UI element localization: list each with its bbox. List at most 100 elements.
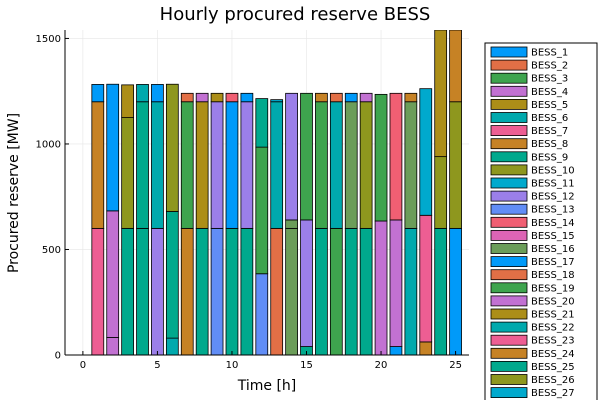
bar-segment (225, 101, 239, 229)
legend-label: BESS_25 (531, 362, 575, 373)
y-axis-label: Procured reserve [MW] (6, 113, 22, 273)
bar-segment (270, 227, 284, 355)
legend-swatch (490, 243, 528, 254)
legend-swatch (490, 282, 528, 294)
legend-label: BESS_22 (531, 323, 575, 334)
bar-segment (389, 92, 403, 221)
legend-swatch (490, 99, 528, 110)
bar-segment (404, 92, 418, 103)
legend-swatch (490, 334, 528, 346)
legend-label: BESS_8 (531, 139, 568, 150)
bar-segment (344, 101, 358, 229)
legend-label: BESS_19 (531, 283, 575, 294)
bars (91, 30, 462, 355)
legend-label: BESS_6 (531, 113, 568, 124)
legend-label: BESS_2 (531, 61, 568, 72)
legend-swatch (490, 151, 528, 163)
bar-segment (300, 219, 313, 347)
bar-segment (449, 101, 462, 229)
legend-swatch (490, 308, 528, 320)
legend-swatch (490, 164, 528, 176)
bar-segment (136, 101, 149, 229)
bar-segment (136, 227, 149, 355)
legend-label: BESS_9 (531, 152, 568, 163)
bar-segment (225, 227, 239, 355)
bar-segment (449, 30, 462, 103)
legend-label: BESS_10 (531, 165, 575, 176)
bar-segment (315, 101, 328, 229)
bar-segment (121, 117, 134, 229)
y-tick-label: 0 (55, 351, 61, 362)
bar-segment (106, 83, 120, 212)
legend-swatch (490, 387, 528, 399)
bar-segment (374, 220, 388, 355)
bar-segment (419, 88, 433, 216)
legend-label: BESS_18 (531, 270, 575, 281)
x-tick-label: 15 (300, 360, 313, 371)
bar-segment (404, 227, 418, 355)
legend-swatch (490, 256, 528, 268)
x-tick-label: 25 (449, 360, 462, 371)
legend-swatch (490, 360, 528, 372)
legend-swatch (490, 190, 528, 202)
bar-segment (210, 92, 224, 103)
legend-swatch (490, 46, 528, 58)
legend-swatch (490, 374, 528, 385)
bar-segment (255, 146, 269, 275)
bar-segment (91, 227, 105, 355)
bar-segment (165, 211, 179, 339)
bar-segment (106, 210, 120, 338)
y-ticks: 0 500 1000 1500 (36, 34, 69, 362)
bar-segment (270, 99, 284, 103)
bar-segment (240, 101, 254, 229)
bar-segment (151, 101, 164, 229)
bar-segment (344, 227, 358, 355)
legend-label: BESS_14 (531, 218, 575, 229)
legend: BESS_1 BESS_2 BESS_3 BESS_4 BESS_5 BESS_6 BESS… (484, 42, 598, 400)
legend-swatch (490, 203, 528, 215)
bar-segment (255, 273, 269, 355)
legend-items: BESS_1 BESS_2 BESS_3 BESS_4 BESS_5 BESS_6 BESS… (490, 46, 575, 399)
bar-segment (315, 227, 328, 355)
legend-label: BESS_7 (531, 126, 568, 137)
bar-segment (434, 227, 448, 355)
legend-swatch (490, 347, 528, 359)
bar-segment (270, 101, 284, 229)
bar-segment (315, 92, 328, 103)
bar-segment (165, 83, 179, 212)
bar-segment (91, 101, 105, 229)
legend-label: BESS_16 (531, 244, 575, 255)
plot-area: 0 5 10 15 20 25 0 500 1000 1500 (36, 30, 469, 371)
legend-label: BESS_5 (531, 100, 568, 111)
legend-label: BESS_23 (531, 336, 575, 347)
legend-swatch (490, 269, 528, 281)
bar-segment (300, 92, 313, 221)
bar-segment (195, 101, 209, 229)
legend-label: BESS_26 (531, 375, 575, 386)
bar-segment (240, 92, 254, 103)
bar-segment (210, 227, 224, 355)
legend-swatch (490, 59, 528, 71)
x-tick-label: 5 (154, 360, 160, 371)
legend-swatch (490, 229, 528, 241)
y-tick-label: 500 (42, 245, 61, 256)
x-axis-label: Time [h] (237, 378, 297, 394)
bar-segment (359, 92, 373, 103)
bar-segment (344, 92, 358, 103)
bar-segment (359, 101, 373, 229)
legend-label: BESS_17 (531, 257, 575, 268)
bar-segment (419, 341, 433, 355)
legend-swatch (490, 321, 528, 333)
x-ticks: 0 5 10 15 20 25 (80, 351, 462, 371)
bar-segment (240, 227, 254, 355)
legend-swatch (490, 85, 528, 97)
bar-segment (285, 227, 298, 355)
legend-label: BESS_24 (531, 349, 575, 360)
bar-segment (389, 219, 403, 347)
bar-segment (449, 227, 462, 355)
x-tick-label: 10 (226, 360, 239, 371)
chart-title: Hourly procured reserve BESS (160, 4, 431, 25)
bar-segment (121, 84, 134, 118)
bar-segment (434, 156, 448, 229)
legend-swatch (490, 177, 528, 189)
